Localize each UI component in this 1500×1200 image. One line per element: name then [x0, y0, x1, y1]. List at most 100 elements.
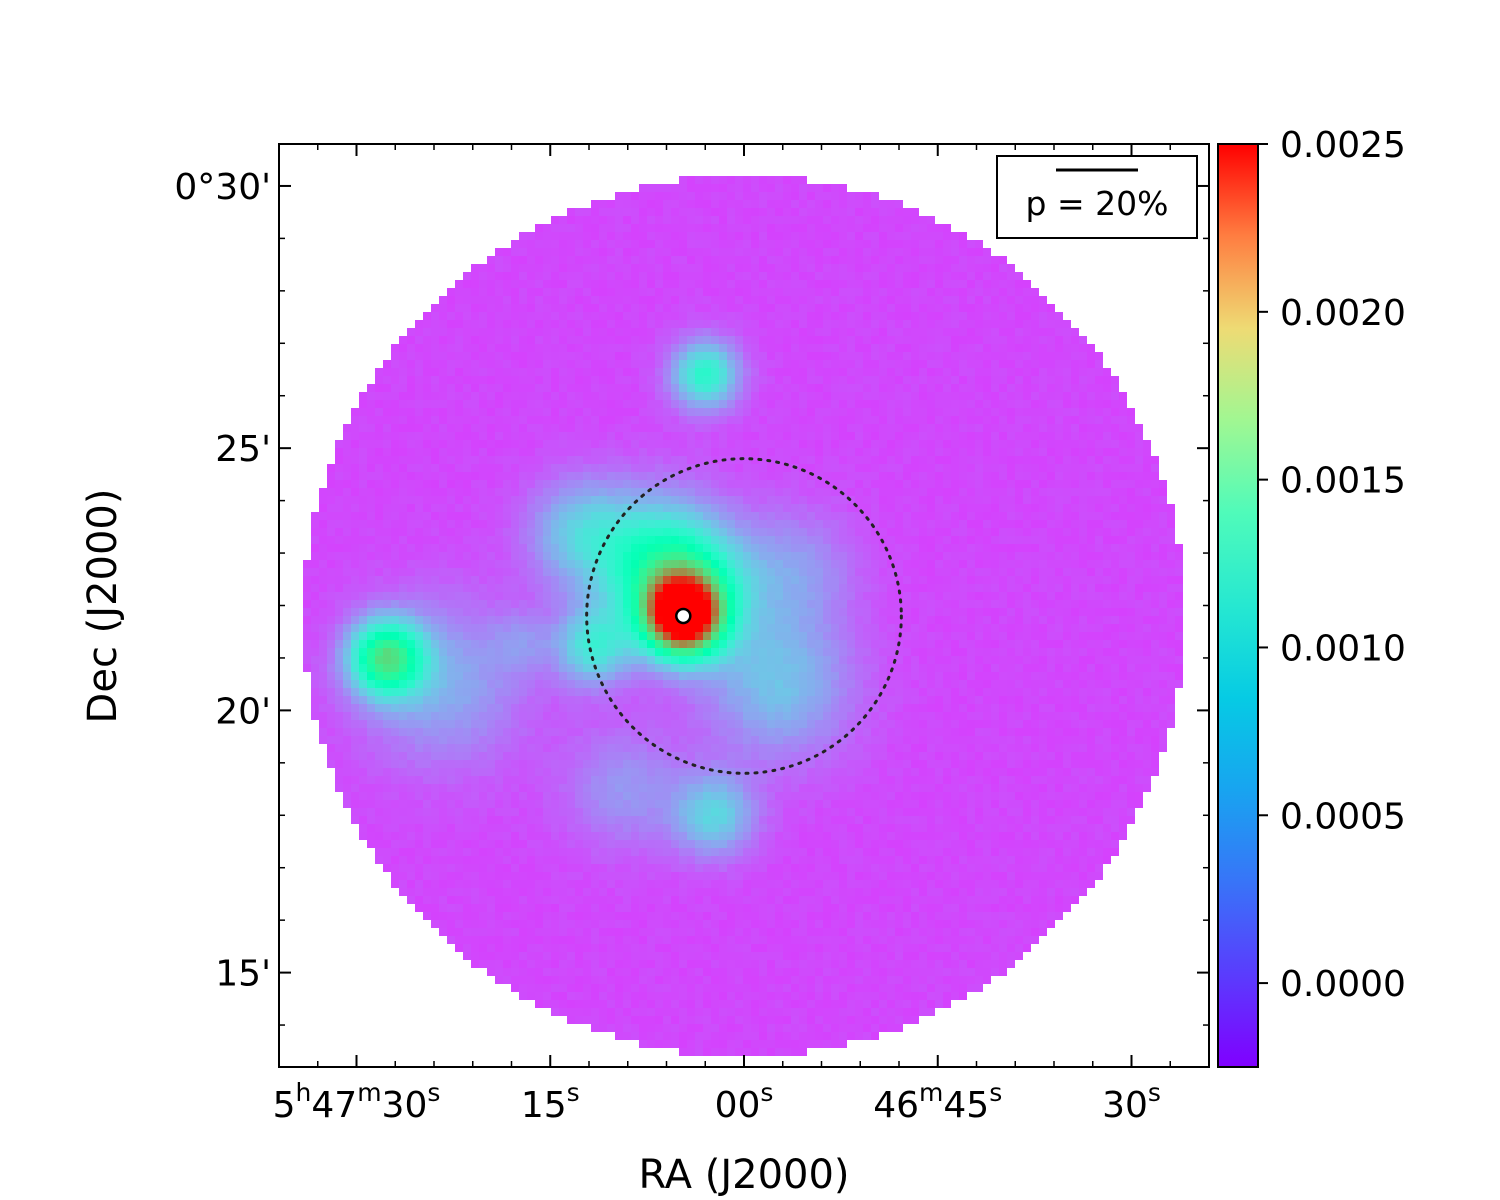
map-pixel	[359, 608, 367, 616]
map-pixel	[935, 456, 943, 464]
map-pixel	[1031, 432, 1039, 440]
map-pixel	[1087, 496, 1095, 504]
map-pixel	[423, 352, 431, 360]
map-pixel	[759, 256, 767, 264]
map-pixel	[391, 536, 399, 544]
map-pixel	[727, 440, 735, 448]
map-pixel	[623, 304, 631, 312]
map-pixel	[855, 624, 863, 632]
map-pixel	[599, 352, 607, 360]
map-pixel	[911, 576, 919, 584]
map-pixel	[1119, 480, 1127, 488]
map-pixel	[615, 232, 623, 240]
map-pixel	[1063, 408, 1071, 416]
map-pixel	[879, 216, 887, 224]
map-pixel	[919, 616, 927, 624]
map-pixel	[543, 488, 551, 496]
map-pixel	[975, 384, 983, 392]
map-pixel	[711, 432, 719, 440]
map-pixel	[919, 240, 927, 248]
map-pixel	[519, 496, 527, 504]
map-pixel	[1119, 616, 1127, 624]
map-pixel	[1095, 400, 1103, 408]
map-pixel	[1023, 408, 1031, 416]
map-pixel	[679, 264, 687, 272]
map-pixel	[727, 616, 735, 624]
map-pixel	[959, 344, 967, 352]
map-pixel	[735, 304, 743, 312]
map-pixel	[735, 272, 743, 280]
map-pixel	[703, 328, 711, 336]
map-pixel	[903, 296, 911, 304]
map-pixel	[495, 296, 503, 304]
map-pixel	[447, 512, 455, 520]
map-pixel	[1031, 528, 1039, 536]
map-pixel	[1055, 608, 1063, 616]
map-pixel	[719, 440, 727, 448]
map-pixel	[815, 624, 823, 632]
map-pixel	[911, 352, 919, 360]
map-pixel	[823, 360, 831, 368]
map-pixel	[879, 248, 887, 256]
map-pixel	[791, 608, 799, 616]
map-pixel	[807, 232, 815, 240]
map-pixel	[623, 280, 631, 288]
map-pixel	[759, 424, 767, 432]
map-pixel	[455, 504, 463, 512]
map-pixel	[383, 608, 391, 616]
map-pixel	[487, 392, 495, 400]
map-pixel	[839, 272, 847, 280]
map-pixel	[975, 304, 983, 312]
map-pixel	[447, 608, 455, 616]
map-pixel	[639, 304, 647, 312]
map-pixel	[735, 232, 743, 240]
map-pixel	[1119, 504, 1127, 512]
map-pixel	[943, 600, 951, 608]
map-pixel	[935, 400, 943, 408]
map-pixel	[711, 392, 719, 400]
map-pixel	[943, 496, 951, 504]
map-pixel	[479, 376, 487, 384]
map-pixel	[679, 232, 687, 240]
map-pixel	[319, 488, 327, 496]
map-pixel	[935, 600, 943, 608]
map-pixel	[943, 440, 951, 448]
map-pixel	[967, 392, 975, 400]
map-pixel	[591, 312, 599, 320]
map-pixel	[887, 488, 895, 496]
map-pixel	[535, 528, 543, 536]
map-pixel	[399, 480, 407, 488]
map-pixel	[431, 512, 439, 520]
map-pixel	[575, 560, 583, 568]
map-pixel	[575, 600, 583, 608]
map-pixel	[1039, 552, 1047, 560]
map-pixel	[607, 584, 615, 592]
map-pixel	[703, 624, 711, 632]
map-pixel	[743, 520, 751, 528]
map-pixel	[591, 552, 599, 560]
map-pixel	[1087, 384, 1095, 392]
map-pixel	[711, 560, 719, 568]
map-pixel	[759, 312, 767, 320]
map-pixel	[775, 184, 783, 192]
map-pixel	[743, 456, 751, 464]
map-pixel	[455, 416, 463, 424]
map-pixel	[631, 344, 639, 352]
map-pixel	[359, 568, 367, 576]
map-pixel	[455, 360, 463, 368]
map-pixel	[719, 496, 727, 504]
map-pixel	[1063, 376, 1071, 384]
map-pixel	[551, 448, 559, 456]
map-pixel	[927, 576, 935, 584]
map-pixel	[927, 616, 935, 624]
map-pixel	[975, 576, 983, 584]
map-pixel	[791, 248, 799, 256]
map-pixel	[951, 232, 959, 240]
map-pixel	[599, 464, 607, 472]
map-pixel	[703, 392, 711, 400]
map-pixel	[607, 320, 615, 328]
map-pixel	[911, 232, 919, 240]
map-pixel	[599, 224, 607, 232]
map-pixel	[527, 368, 535, 376]
map-pixel	[831, 576, 839, 584]
